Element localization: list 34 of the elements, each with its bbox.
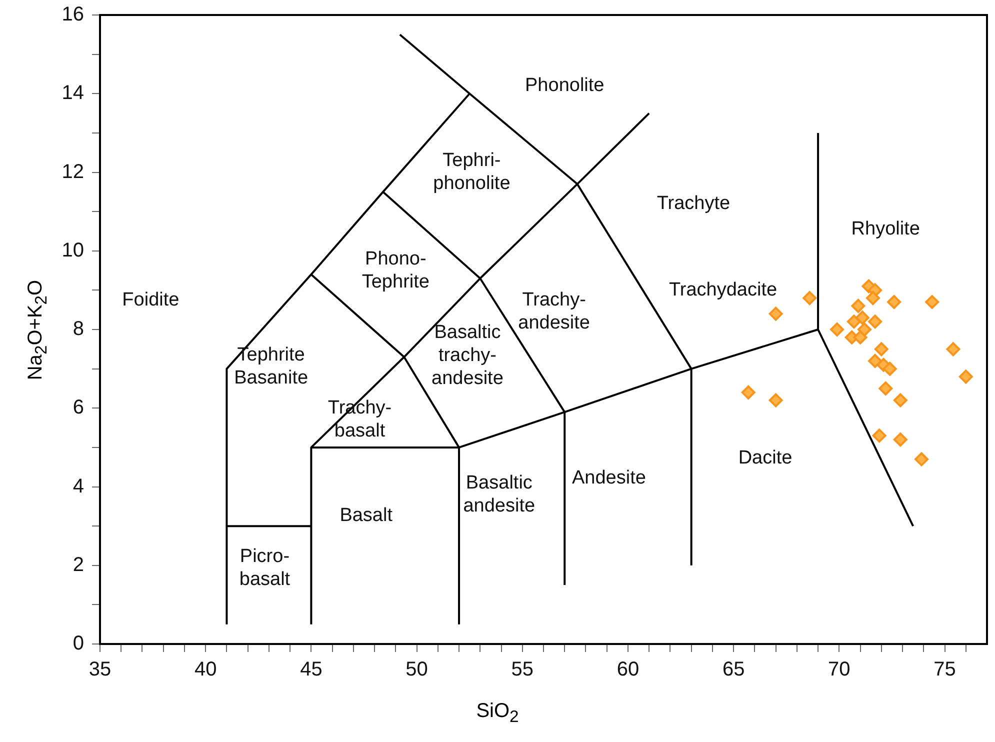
annotation: Basaltic trachy- andesite [432, 322, 504, 390]
y-tick-label: 8 [72, 318, 84, 340]
annotation: Andesite [572, 467, 646, 488]
annotation: Trachy- andesite [518, 290, 590, 334]
x-tick-label: 55 [511, 658, 534, 681]
y-tick-label: 4 [72, 475, 84, 498]
y-tick-label: 2 [72, 554, 84, 576]
annotation: Basalt [340, 505, 394, 526]
annotation: Tephri- phonolite [433, 150, 510, 194]
x-tick-label: 40 [194, 658, 217, 681]
annotation: Tephrite Basanite [234, 344, 308, 389]
x-tick-label: 45 [300, 658, 322, 681]
x-tick-label: 70 [828, 658, 850, 681]
y-tick-label: 0 [72, 632, 84, 655]
annotation: Phonolite [525, 74, 604, 96]
x-tick-label: 75 [934, 658, 956, 681]
x-tick-label: 65 [722, 658, 745, 681]
annotation: Basaltic andesite [463, 472, 536, 516]
annotation: Trachyte [656, 192, 730, 214]
annotation: Phono- Tephrite [362, 248, 430, 292]
x-tick-label: 60 [616, 658, 640, 681]
y-tick-label: 12 [62, 160, 84, 183]
y-tick-label: 16 [62, 4, 84, 26]
x-tick-label: 50 [406, 658, 428, 681]
annotation: Rhyolite [851, 218, 920, 240]
x-axis-title: SiO$_{2}$ [475, 700, 520, 727]
x-tick-label: 35 [88, 658, 112, 681]
y-tick-label: 14 [62, 82, 84, 104]
y-tick-label: 6 [72, 396, 84, 419]
annotation: Trachydacite [668, 279, 778, 300]
y-tick-label: 10 [62, 239, 84, 262]
annotation: Foidite [122, 289, 180, 310]
annotation: Dacite [738, 447, 792, 468]
annotation: Picro- basalt [239, 546, 291, 590]
